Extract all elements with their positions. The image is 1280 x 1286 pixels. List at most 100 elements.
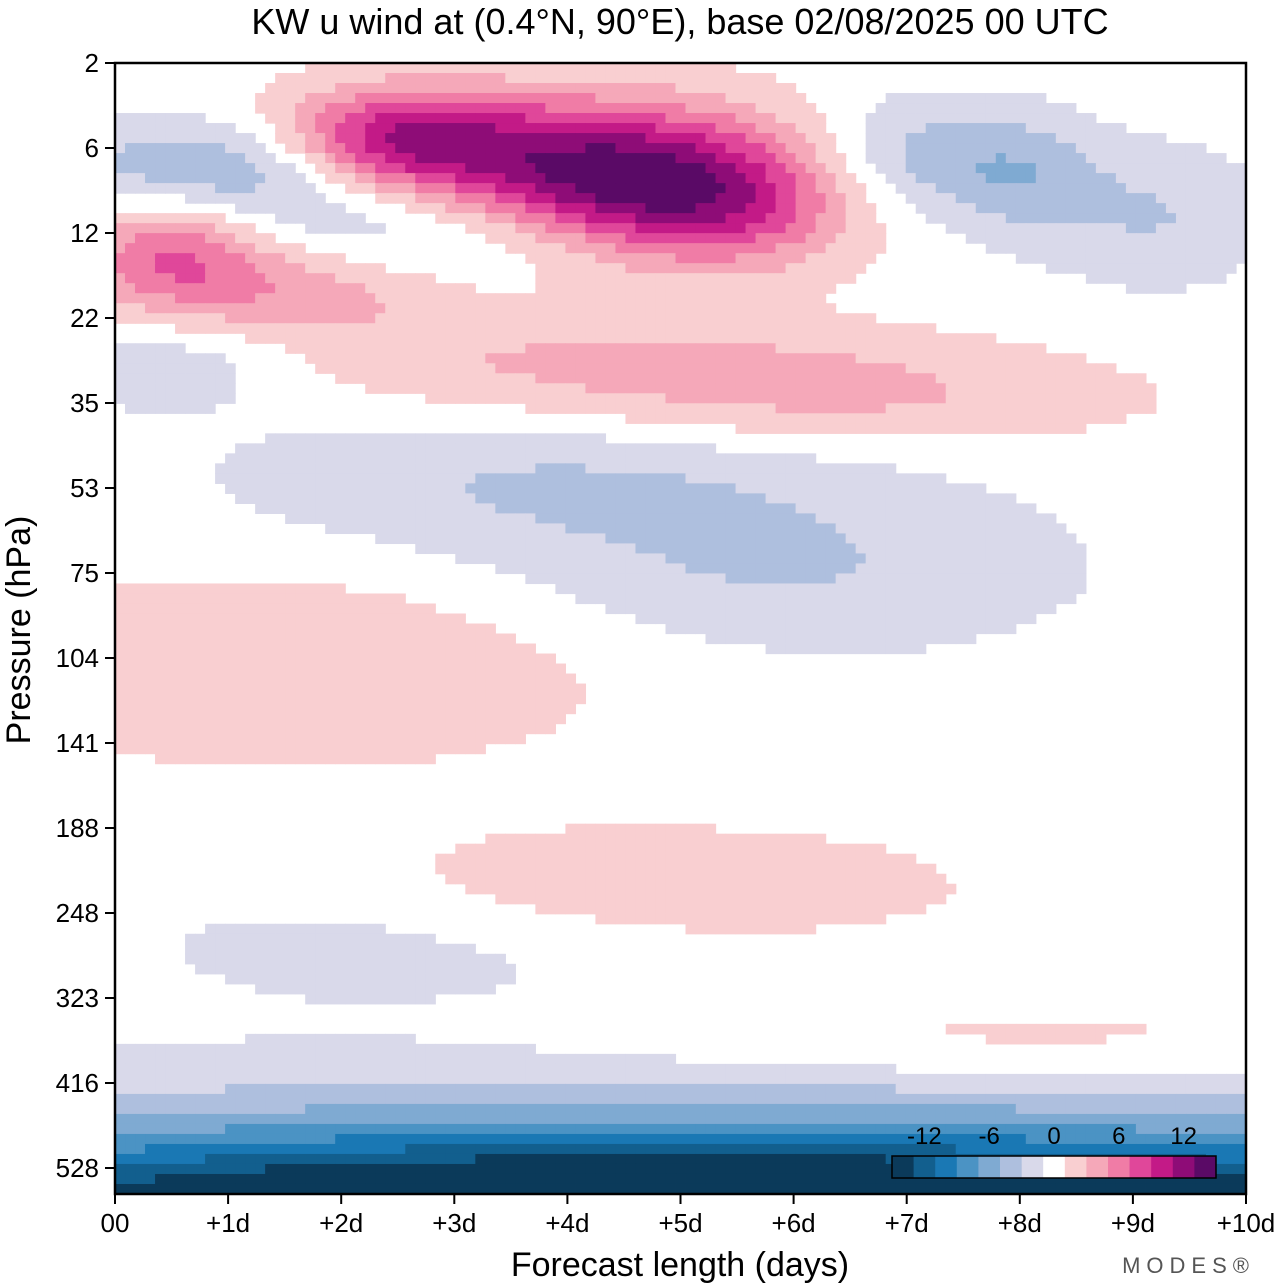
heatmap-cell <box>535 283 546 294</box>
heatmap-cell <box>345 163 356 174</box>
heatmap-cell <box>465 63 476 74</box>
heatmap-cell <box>345 433 356 444</box>
heatmap-cell <box>215 673 226 685</box>
heatmap-cell <box>445 173 456 184</box>
heatmap-cell <box>255 673 266 685</box>
heatmap-cell <box>175 253 186 264</box>
heatmap-cell <box>675 73 687 84</box>
heatmap-cell <box>655 163 667 174</box>
heatmap-cell <box>1055 563 1067 575</box>
heatmap-cell <box>355 703 366 715</box>
heatmap-cell <box>205 393 216 404</box>
heatmap-cell <box>315 663 326 675</box>
heatmap-cell <box>535 373 546 384</box>
heatmap-cell <box>365 223 376 234</box>
heatmap-cell <box>235 473 246 484</box>
heatmap-cell <box>475 223 486 234</box>
heatmap-cell <box>145 393 156 404</box>
heatmap-cell <box>165 403 176 414</box>
heatmap-cell <box>115 243 126 254</box>
heatmap-cell <box>145 313 156 324</box>
heatmap-cell <box>345 603 356 615</box>
heatmap-cell <box>845 273 857 284</box>
heatmap-cell <box>255 663 266 675</box>
heatmap-cell <box>485 483 496 494</box>
heatmap-cell <box>695 403 707 414</box>
heatmap-cell <box>775 313 787 324</box>
heatmap-cell <box>665 283 677 294</box>
heatmap-cell <box>775 253 787 264</box>
heatmap-cell <box>355 263 366 274</box>
heatmap-cell <box>525 143 536 154</box>
heatmap-cell <box>155 273 166 284</box>
heatmap-cell <box>355 643 366 655</box>
heatmap-cell <box>265 83 276 94</box>
heatmap-cell <box>785 513 797 525</box>
heatmap-cell <box>445 663 456 675</box>
heatmap-cell <box>725 203 737 214</box>
heatmap-cell <box>475 163 486 174</box>
heatmap-cell <box>995 393 1007 404</box>
heatmap-cell <box>485 63 496 74</box>
heatmap-cell <box>1005 203 1017 214</box>
heatmap-cell <box>425 483 436 494</box>
heatmap-cell <box>365 303 376 314</box>
heatmap-cell <box>375 743 386 755</box>
heatmap-cell <box>645 393 657 404</box>
heatmap-cell <box>385 153 396 164</box>
heatmap-cell <box>575 443 587 454</box>
heatmap-cell <box>845 183 857 194</box>
heatmap-cell <box>515 363 526 374</box>
heatmap-cell <box>935 473 947 484</box>
heatmap-cell <box>635 523 647 535</box>
heatmap-cell <box>875 163 887 174</box>
heatmap-cell <box>595 163 607 174</box>
heatmap-cell <box>795 383 807 394</box>
heatmap-cell <box>835 493 847 504</box>
heatmap-cell <box>275 623 286 635</box>
heatmap-cell <box>715 283 727 294</box>
heatmap-cell <box>375 173 386 184</box>
heatmap-cell <box>705 173 717 184</box>
heatmap-cell <box>165 373 176 384</box>
heatmap-cell <box>515 493 526 504</box>
heatmap-cell <box>555 243 566 254</box>
heatmap-cell <box>845 413 857 424</box>
heatmap-cell <box>465 183 476 194</box>
heatmap-cell <box>185 583 196 595</box>
heatmap-cell <box>475 713 486 725</box>
heatmap-cell <box>905 103 917 114</box>
heatmap-cell <box>455 713 466 725</box>
heatmap-cell <box>375 753 386 765</box>
heatmap-cell <box>1105 233 1117 244</box>
heatmap-cell <box>1095 193 1107 204</box>
heatmap-cell <box>365 63 376 74</box>
heatmap-cell <box>1075 133 1087 144</box>
heatmap-cell <box>995 353 1007 364</box>
heatmap-cell <box>465 463 476 474</box>
heatmap-cell <box>455 93 466 104</box>
heatmap-cell <box>325 483 336 494</box>
heatmap-cell <box>765 223 777 234</box>
heatmap-cell <box>875 323 887 334</box>
heatmap-cell <box>1065 413 1077 424</box>
heatmap-cell <box>705 223 717 234</box>
heatmap-cell <box>365 83 376 94</box>
heatmap-cell <box>725 623 737 635</box>
heatmap-cell <box>1075 123 1087 134</box>
heatmap-cell <box>705 483 717 494</box>
heatmap-cell <box>795 613 807 625</box>
heatmap-cell <box>175 283 186 294</box>
heatmap-cell <box>815 573 827 585</box>
heatmap-cell <box>825 143 837 154</box>
heatmap-cell <box>555 283 566 294</box>
heatmap-cell <box>345 313 356 324</box>
heatmap-cell <box>135 353 146 364</box>
heatmap-cell <box>115 613 126 625</box>
heatmap-cell <box>305 493 316 504</box>
heatmap-cell <box>975 403 987 414</box>
heatmap-cell <box>855 423 867 434</box>
heatmap-cell <box>825 633 837 645</box>
heatmap-cell <box>935 143 947 154</box>
heatmap-cell <box>275 713 286 725</box>
